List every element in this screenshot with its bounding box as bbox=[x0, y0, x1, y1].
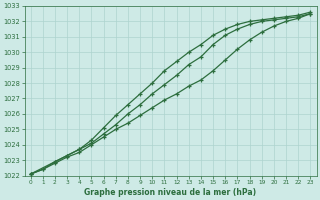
X-axis label: Graphe pression niveau de la mer (hPa): Graphe pression niveau de la mer (hPa) bbox=[84, 188, 257, 197]
